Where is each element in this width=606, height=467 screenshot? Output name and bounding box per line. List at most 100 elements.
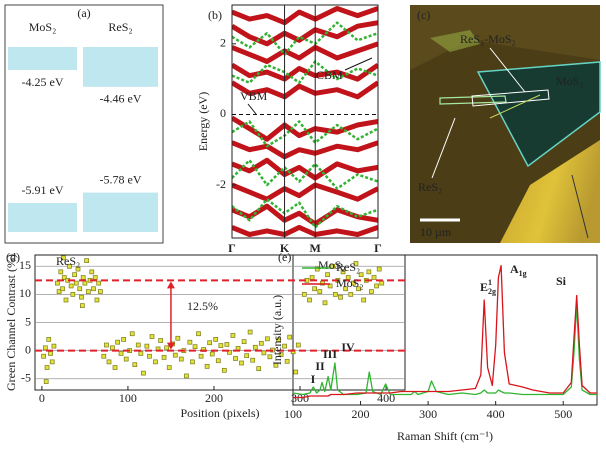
data-point [351, 280, 356, 286]
band [232, 120, 378, 148]
data-point [233, 356, 238, 361]
valence-band [8, 203, 77, 232]
spectrum-line [293, 303, 597, 396]
peak-label: I [311, 372, 316, 386]
data-point [91, 286, 96, 292]
panel-label: (a) [77, 6, 90, 20]
data-point [224, 342, 230, 347]
data-point [58, 269, 64, 275]
data-point [374, 283, 379, 289]
data-point [92, 275, 98, 280]
cbm-label: -4.46 eV [100, 92, 142, 106]
data-point [369, 289, 374, 294]
data-point [135, 342, 141, 348]
data-point [247, 329, 253, 335]
arrow [489, 47, 526, 93]
data-point [204, 364, 210, 369]
data-point [184, 373, 189, 379]
data-point [55, 280, 60, 286]
image-label: ReS₂-MoS₂ [460, 32, 516, 46]
data-point [338, 294, 343, 300]
data-point [256, 366, 262, 371]
data-point [73, 280, 79, 286]
band [232, 62, 378, 82]
res2-strip [439, 95, 507, 105]
material-label: MoS₂ [29, 20, 57, 34]
band [232, 157, 378, 181]
data-point [68, 283, 74, 289]
data-point [89, 269, 95, 275]
x-tick-label: M [310, 241, 321, 255]
data-point [72, 272, 77, 278]
band [232, 182, 378, 202]
legend-label: MoS₂ [336, 276, 364, 290]
data-point [158, 338, 163, 343]
data-point [63, 297, 69, 303]
data-point [106, 359, 112, 365]
data-point [213, 337, 219, 342]
data-point [48, 351, 53, 356]
x-tick-label: 200 [205, 391, 223, 405]
peak-label-sub: 2g [488, 287, 496, 296]
plot-annotation: ReS₂ [56, 254, 80, 268]
data-point [41, 353, 46, 359]
data-point [322, 300, 328, 306]
vbm-label: -5.78 eV [100, 172, 142, 186]
band [232, 224, 378, 237]
data-point [301, 292, 307, 297]
peak-label: II [315, 359, 325, 373]
peak-label: E1 2g [480, 278, 496, 296]
image-label: ReS₂ [418, 180, 442, 194]
x-axis-label: Position (pixels) [180, 406, 259, 420]
x-tick-label: Γ [374, 241, 382, 255]
data-point [340, 269, 346, 275]
band [232, 6, 378, 26]
band [232, 115, 378, 142]
data-point [123, 356, 129, 362]
data-point [307, 297, 312, 303]
flake-crack [571, 174, 589, 239]
y-axis-label: Intensity (a.u.) [270, 295, 284, 365]
data-point [196, 331, 201, 337]
data-point [187, 339, 193, 345]
data-point [317, 289, 323, 294]
band [232, 20, 378, 47]
y-tick-label: 15 [19, 258, 31, 272]
data-point [209, 351, 215, 357]
y-tick-label: -5 [21, 371, 31, 385]
band [232, 197, 378, 229]
data-point [51, 343, 57, 349]
x-tick-label: K [280, 241, 290, 255]
data-point [82, 280, 88, 286]
data-point [144, 343, 150, 349]
image-label: MoS₂ [556, 74, 584, 88]
x-tick-label: 200 [352, 407, 370, 421]
data-point [239, 360, 244, 366]
data-point [356, 286, 361, 292]
data-point [250, 357, 256, 363]
panel-e-frame [292, 254, 598, 406]
data-point [376, 266, 382, 272]
data-point [252, 344, 258, 350]
data-point [96, 280, 102, 286]
data-point [67, 263, 72, 269]
data-point [325, 272, 330, 278]
conduction-band [8, 47, 77, 70]
data-point [60, 286, 65, 292]
data-point [115, 339, 120, 345]
x-tick-label: Γ [228, 241, 236, 255]
band [232, 80, 378, 100]
data-point [343, 286, 348, 292]
y-tick-label: 10 [19, 286, 31, 300]
y-axis-label: Green Channel Contrast (%) [4, 254, 18, 391]
band [232, 159, 378, 190]
data-point [353, 261, 359, 266]
data-point [276, 337, 281, 343]
data-point [361, 297, 367, 303]
data-point [218, 343, 224, 348]
data-point [190, 359, 195, 365]
plot-layer: (a) MoS₂ -4.25 eV -5.91 eV ReS₂ -4.46 eV -5.78… [4, 5, 597, 443]
data-point [312, 286, 318, 292]
x-tick-label: 100 [284, 407, 302, 421]
